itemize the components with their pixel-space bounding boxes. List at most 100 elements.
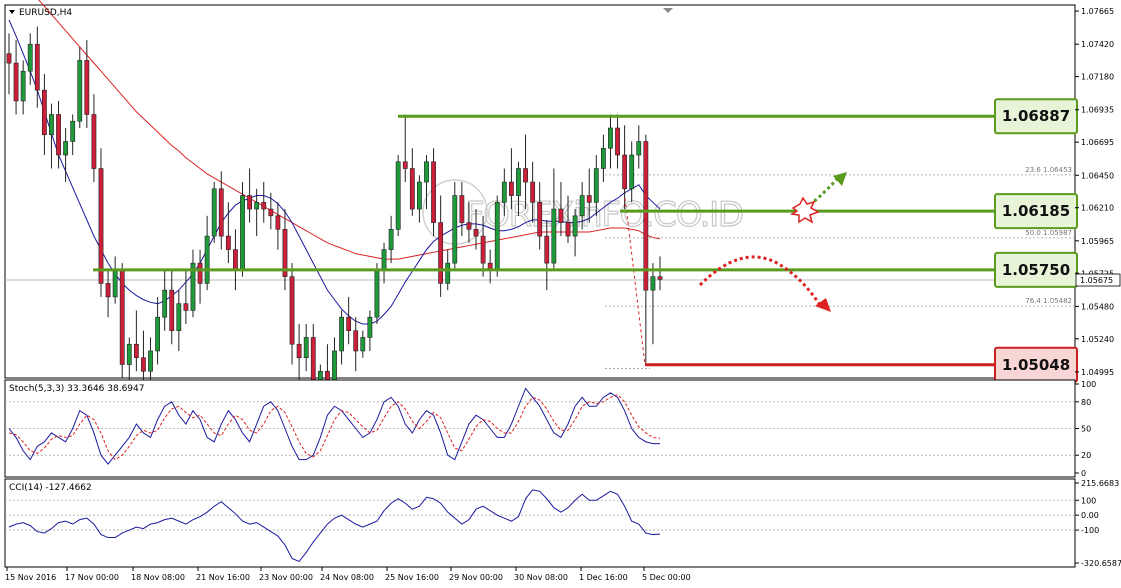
- candle[interactable]: [346, 296, 352, 345]
- candle[interactable]: [240, 182, 245, 277]
- candle[interactable]: [91, 94, 97, 183]
- candle[interactable]: [254, 188, 260, 237]
- candle[interactable]: [438, 195, 444, 297]
- candle[interactable]: [608, 114, 613, 169]
- candle[interactable]: [395, 155, 401, 237]
- candle[interactable]: [388, 215, 394, 264]
- candle[interactable]: [13, 40, 19, 115]
- candle[interactable]: [374, 263, 380, 324]
- candle[interactable]: [565, 195, 571, 243]
- candle[interactable]: [197, 249, 203, 304]
- y-tick-label: 1.06210: [1081, 204, 1114, 213]
- candle[interactable]: [367, 310, 373, 351]
- candle-body-bull: [381, 249, 387, 271]
- candle[interactable]: [600, 134, 606, 183]
- chart-shift-icon[interactable]: [663, 8, 673, 13]
- candle[interactable]: [537, 182, 543, 250]
- candle[interactable]: [6, 33, 12, 95]
- candle[interactable]: [27, 33, 33, 85]
- candle[interactable]: [176, 290, 182, 351]
- candle[interactable]: [480, 215, 486, 277]
- candle[interactable]: [303, 323, 309, 372]
- dropdown-triangle-icon[interactable]: [9, 10, 15, 14]
- candle[interactable]: [183, 269, 189, 324]
- candle-body-bull: [367, 316, 373, 338]
- candle[interactable]: [615, 114, 620, 169]
- level-label-box[interactable]: [994, 193, 1078, 230]
- candle[interactable]: [98, 148, 104, 297]
- candle[interactable]: [77, 46, 83, 128]
- candle[interactable]: [572, 209, 578, 257]
- candle-body-bear: [98, 168, 104, 284]
- candle[interactable]: [417, 175, 422, 223]
- cci-panel[interactable]: CCI(14) -127.4662 215.6683 100 0.00 -100 -320…: [4, 478, 1121, 568]
- candle[interactable]: [20, 60, 26, 115]
- candle[interactable]: [353, 317, 359, 372]
- y-tick-label: 1.04995: [1081, 368, 1114, 377]
- candle[interactable]: [650, 263, 656, 345]
- candle[interactable]: [409, 148, 415, 216]
- candle[interactable]: [530, 161, 536, 223]
- candle[interactable]: [119, 263, 125, 378]
- candle[interactable]: [70, 114, 76, 156]
- candle[interactable]: [643, 134, 649, 365]
- candle[interactable]: [509, 148, 514, 210]
- candle[interactable]: [41, 73, 47, 156]
- candle[interactable]: [282, 209, 288, 291]
- candle[interactable]: [49, 103, 54, 169]
- candle[interactable]: [494, 195, 500, 277]
- level-label-box[interactable]: [994, 251, 1078, 288]
- candle[interactable]: [211, 182, 217, 243]
- candle[interactable]: [289, 263, 295, 365]
- candle[interactable]: [126, 337, 132, 385]
- candle[interactable]: [657, 256, 663, 291]
- candle[interactable]: [225, 202, 231, 264]
- candle[interactable]: [105, 269, 111, 318]
- candle[interactable]: [586, 168, 592, 223]
- candle[interactable]: [218, 171, 224, 250]
- candle[interactable]: [261, 182, 267, 223]
- candle[interactable]: [558, 182, 564, 237]
- candle[interactable]: [431, 148, 436, 237]
- candle[interactable]: [523, 134, 528, 210]
- candle[interactable]: [459, 182, 465, 237]
- candle[interactable]: [452, 182, 458, 270]
- candle[interactable]: [34, 26, 40, 108]
- candle[interactable]: [466, 202, 472, 243]
- candle[interactable]: [579, 182, 585, 230]
- candle[interactable]: [169, 269, 175, 345]
- candle[interactable]: [155, 296, 160, 365]
- candle[interactable]: [636, 125, 642, 169]
- candle[interactable]: [247, 168, 252, 223]
- candle-body-bear: [225, 235, 231, 250]
- candle[interactable]: [473, 209, 479, 250]
- level-label-box[interactable]: [994, 98, 1078, 135]
- candle[interactable]: [275, 202, 281, 250]
- candle[interactable]: [63, 127, 69, 183]
- candle[interactable]: [162, 269, 168, 331]
- candle[interactable]: [501, 168, 507, 216]
- candle[interactable]: [593, 155, 599, 216]
- candle[interactable]: [622, 125, 628, 210]
- candle[interactable]: [339, 310, 344, 365]
- candle[interactable]: [268, 192, 274, 230]
- candle[interactable]: [190, 249, 196, 318]
- candle[interactable]: [544, 219, 550, 291]
- candle[interactable]: [133, 310, 139, 372]
- indicator-title: CCI(14) -127.4662: [9, 483, 92, 493]
- candle[interactable]: [516, 161, 521, 216]
- candle[interactable]: [296, 323, 302, 385]
- candle[interactable]: [629, 141, 635, 203]
- candle[interactable]: [56, 100, 61, 169]
- fibo-label: 76.4 1.05482: [1025, 297, 1072, 305]
- candle[interactable]: [551, 168, 557, 270]
- stochastic-panel[interactable]: Stoch(5,3,3) 33.3646 38.6947 100 80 50 20 0: [4, 379, 1096, 478]
- candle-body-bear: [473, 229, 479, 237]
- candle-body-bear: [91, 114, 97, 169]
- candle[interactable]: [360, 330, 366, 358]
- candle[interactable]: [424, 155, 429, 210]
- candle[interactable]: [402, 114, 408, 183]
- candle[interactable]: [84, 40, 90, 128]
- candle[interactable]: [204, 215, 210, 291]
